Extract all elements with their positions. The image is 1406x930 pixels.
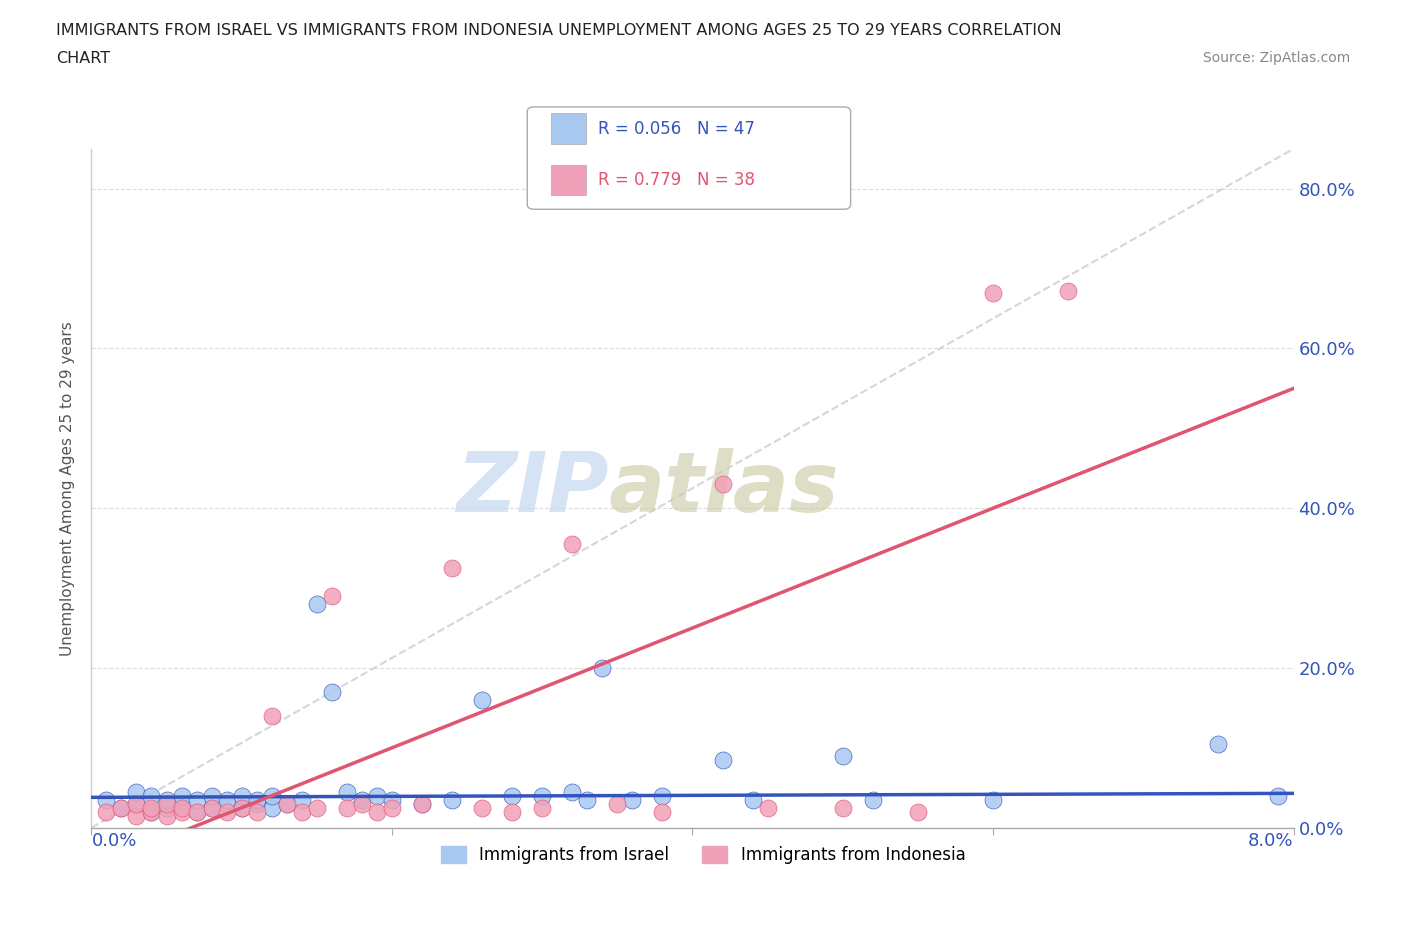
Text: R = 0.056   N = 47: R = 0.056 N = 47 bbox=[598, 120, 755, 138]
Point bbox=[276, 796, 298, 811]
Point bbox=[862, 792, 884, 807]
Text: atlas: atlas bbox=[609, 447, 839, 529]
Point bbox=[141, 801, 163, 816]
Point bbox=[831, 749, 853, 764]
Point bbox=[125, 808, 148, 823]
Point bbox=[260, 789, 283, 804]
Point bbox=[170, 804, 193, 819]
Point bbox=[741, 792, 763, 807]
Point bbox=[350, 796, 373, 811]
Point bbox=[411, 796, 433, 811]
Point bbox=[276, 796, 298, 811]
Point bbox=[141, 789, 163, 804]
Point bbox=[260, 801, 283, 816]
Point bbox=[651, 804, 673, 819]
Point bbox=[141, 804, 163, 819]
Point bbox=[110, 801, 132, 816]
Point bbox=[321, 684, 343, 699]
Point bbox=[125, 796, 148, 811]
Point bbox=[246, 796, 269, 811]
Point bbox=[305, 801, 328, 816]
Text: ZIP: ZIP bbox=[456, 447, 609, 529]
Point bbox=[186, 804, 208, 819]
Point bbox=[471, 801, 494, 816]
Y-axis label: Unemployment Among Ages 25 to 29 years: Unemployment Among Ages 25 to 29 years bbox=[60, 321, 76, 656]
Point bbox=[561, 784, 583, 799]
Point bbox=[471, 693, 494, 708]
Point bbox=[110, 801, 132, 816]
Point bbox=[155, 796, 177, 811]
Text: 8.0%: 8.0% bbox=[1249, 832, 1294, 850]
Point bbox=[231, 789, 253, 804]
Point bbox=[711, 752, 734, 767]
Legend: Immigrants from Israel, Immigrants from Indonesia: Immigrants from Israel, Immigrants from … bbox=[434, 839, 972, 870]
Point bbox=[756, 801, 779, 816]
Point bbox=[155, 801, 177, 816]
Point bbox=[366, 789, 388, 804]
Point bbox=[366, 804, 388, 819]
Point bbox=[350, 792, 373, 807]
Point bbox=[96, 804, 118, 819]
Point bbox=[215, 792, 238, 807]
Point bbox=[531, 801, 554, 816]
Point bbox=[381, 792, 404, 807]
Point bbox=[1267, 789, 1289, 804]
Point bbox=[231, 801, 253, 816]
Point bbox=[606, 796, 628, 811]
Text: Source: ZipAtlas.com: Source: ZipAtlas.com bbox=[1202, 51, 1350, 65]
Point bbox=[231, 801, 253, 816]
Point bbox=[291, 792, 314, 807]
Point bbox=[186, 792, 208, 807]
Point bbox=[125, 784, 148, 799]
Point bbox=[291, 804, 314, 819]
Point bbox=[170, 796, 193, 811]
Point bbox=[621, 792, 644, 807]
Point bbox=[96, 792, 118, 807]
Point bbox=[141, 804, 163, 819]
Point bbox=[591, 660, 613, 675]
Point bbox=[201, 801, 224, 816]
Point bbox=[981, 286, 1004, 300]
Point bbox=[201, 801, 224, 816]
Point bbox=[576, 792, 599, 807]
Point bbox=[440, 792, 463, 807]
Point bbox=[155, 808, 177, 823]
Point bbox=[170, 789, 193, 804]
Point bbox=[215, 804, 238, 819]
Point bbox=[907, 804, 929, 819]
Text: CHART: CHART bbox=[56, 51, 110, 66]
Point bbox=[170, 801, 193, 816]
Point bbox=[440, 561, 463, 576]
Point bbox=[981, 792, 1004, 807]
Point bbox=[155, 792, 177, 807]
Text: IMMIGRANTS FROM ISRAEL VS IMMIGRANTS FROM INDONESIA UNEMPLOYMENT AMONG AGES 25 T: IMMIGRANTS FROM ISRAEL VS IMMIGRANTS FRO… bbox=[56, 23, 1062, 38]
Point bbox=[411, 796, 433, 811]
Point bbox=[651, 789, 673, 804]
Point bbox=[1057, 284, 1080, 299]
Point bbox=[501, 804, 523, 819]
Point bbox=[501, 789, 523, 804]
Point bbox=[711, 477, 734, 492]
Point bbox=[336, 784, 359, 799]
Point bbox=[186, 804, 208, 819]
Point bbox=[246, 792, 269, 807]
Point bbox=[336, 801, 359, 816]
Point bbox=[321, 589, 343, 604]
Point bbox=[381, 801, 404, 816]
Point bbox=[246, 804, 269, 819]
Point bbox=[831, 801, 853, 816]
Point bbox=[561, 537, 583, 551]
Point bbox=[201, 789, 224, 804]
Point bbox=[215, 796, 238, 811]
Text: R = 0.779   N = 38: R = 0.779 N = 38 bbox=[598, 171, 755, 189]
Text: 0.0%: 0.0% bbox=[91, 832, 136, 850]
Point bbox=[260, 709, 283, 724]
Point bbox=[531, 789, 554, 804]
Point bbox=[1208, 737, 1230, 751]
Point bbox=[125, 796, 148, 811]
Point bbox=[305, 597, 328, 612]
